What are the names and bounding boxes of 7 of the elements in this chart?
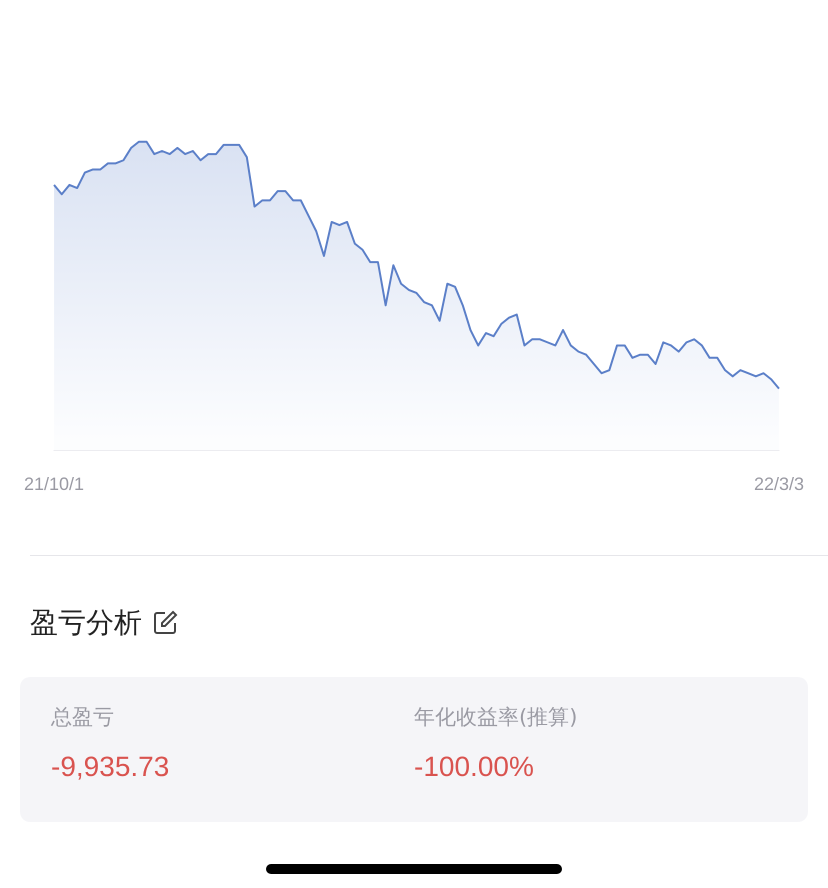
text: -9,935.73 — [51, 751, 170, 783]
x-tick-label: 22/3/3 — [754, 474, 804, 494]
x-tick-label: 21/10/1 — [24, 474, 84, 494]
text: 总盈亏 — [51, 704, 114, 731]
text: 年化收益率(推算) — [414, 704, 578, 731]
text: -100.00% — [414, 751, 534, 783]
text: 盈亏分析 — [30, 605, 142, 641]
